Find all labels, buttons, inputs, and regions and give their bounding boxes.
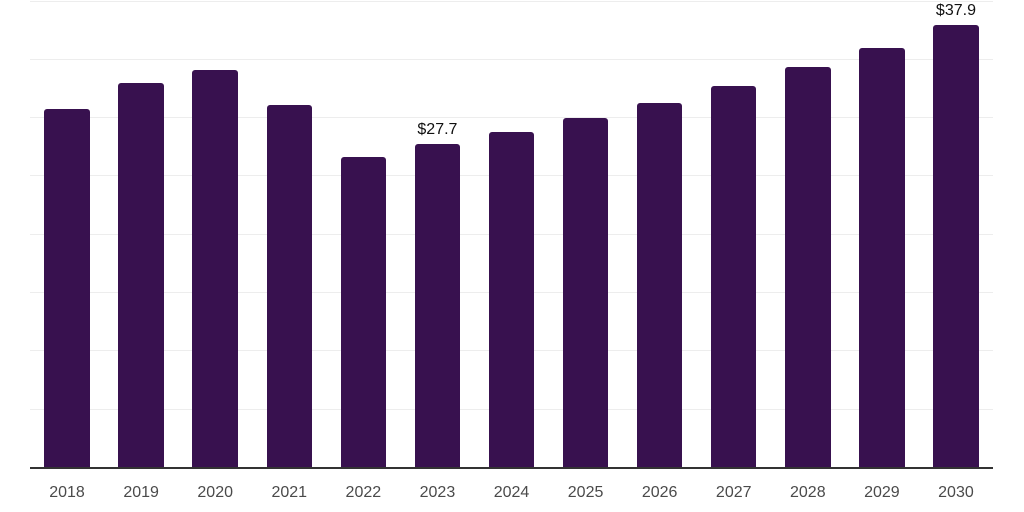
bar-2024 [488, 132, 535, 467]
x-tick-label-2029: 2029 [864, 484, 900, 501]
x-tick-label-2024: 2024 [493, 484, 530, 501]
gridline [30, 58, 993, 60]
x-tick-label-2030: 2030 [938, 484, 974, 501]
x-tick-label-2018: 2018 [49, 484, 85, 501]
x-tick-label-2020: 2020 [197, 484, 233, 501]
bar-2022 [340, 156, 387, 467]
data-label-2030: $37.9 [935, 1, 976, 19]
x-tick-label-2026: 2026 [641, 484, 678, 501]
x-tick-label-2025: 2025 [567, 484, 604, 501]
x-tick-label-2027: 2027 [715, 484, 752, 501]
bar-2027 [710, 85, 757, 467]
bar-2023 [414, 143, 461, 467]
x-axis-line [30, 467, 993, 469]
bar-2025 [562, 118, 609, 467]
bar-2019 [118, 83, 164, 467]
data-label-2023: $27.7 [417, 120, 458, 138]
bar-2030 [933, 24, 979, 467]
x-tick-label-2019: 2019 [123, 484, 159, 501]
x-tick-label-2022: 2022 [345, 484, 382, 501]
x-tick-label-2028: 2028 [790, 484, 826, 501]
gridline [30, 117, 993, 119]
bar-2026 [636, 103, 683, 467]
gridline [30, 0, 993, 2]
bar-2018 [44, 108, 90, 467]
bar-2028 [785, 66, 831, 467]
bar-2029 [859, 48, 905, 467]
x-tick-label-2023: 2023 [419, 484, 456, 501]
bar-2020 [192, 70, 238, 467]
x-tick-label-2021: 2021 [271, 484, 308, 501]
bar-2021 [266, 105, 313, 467]
